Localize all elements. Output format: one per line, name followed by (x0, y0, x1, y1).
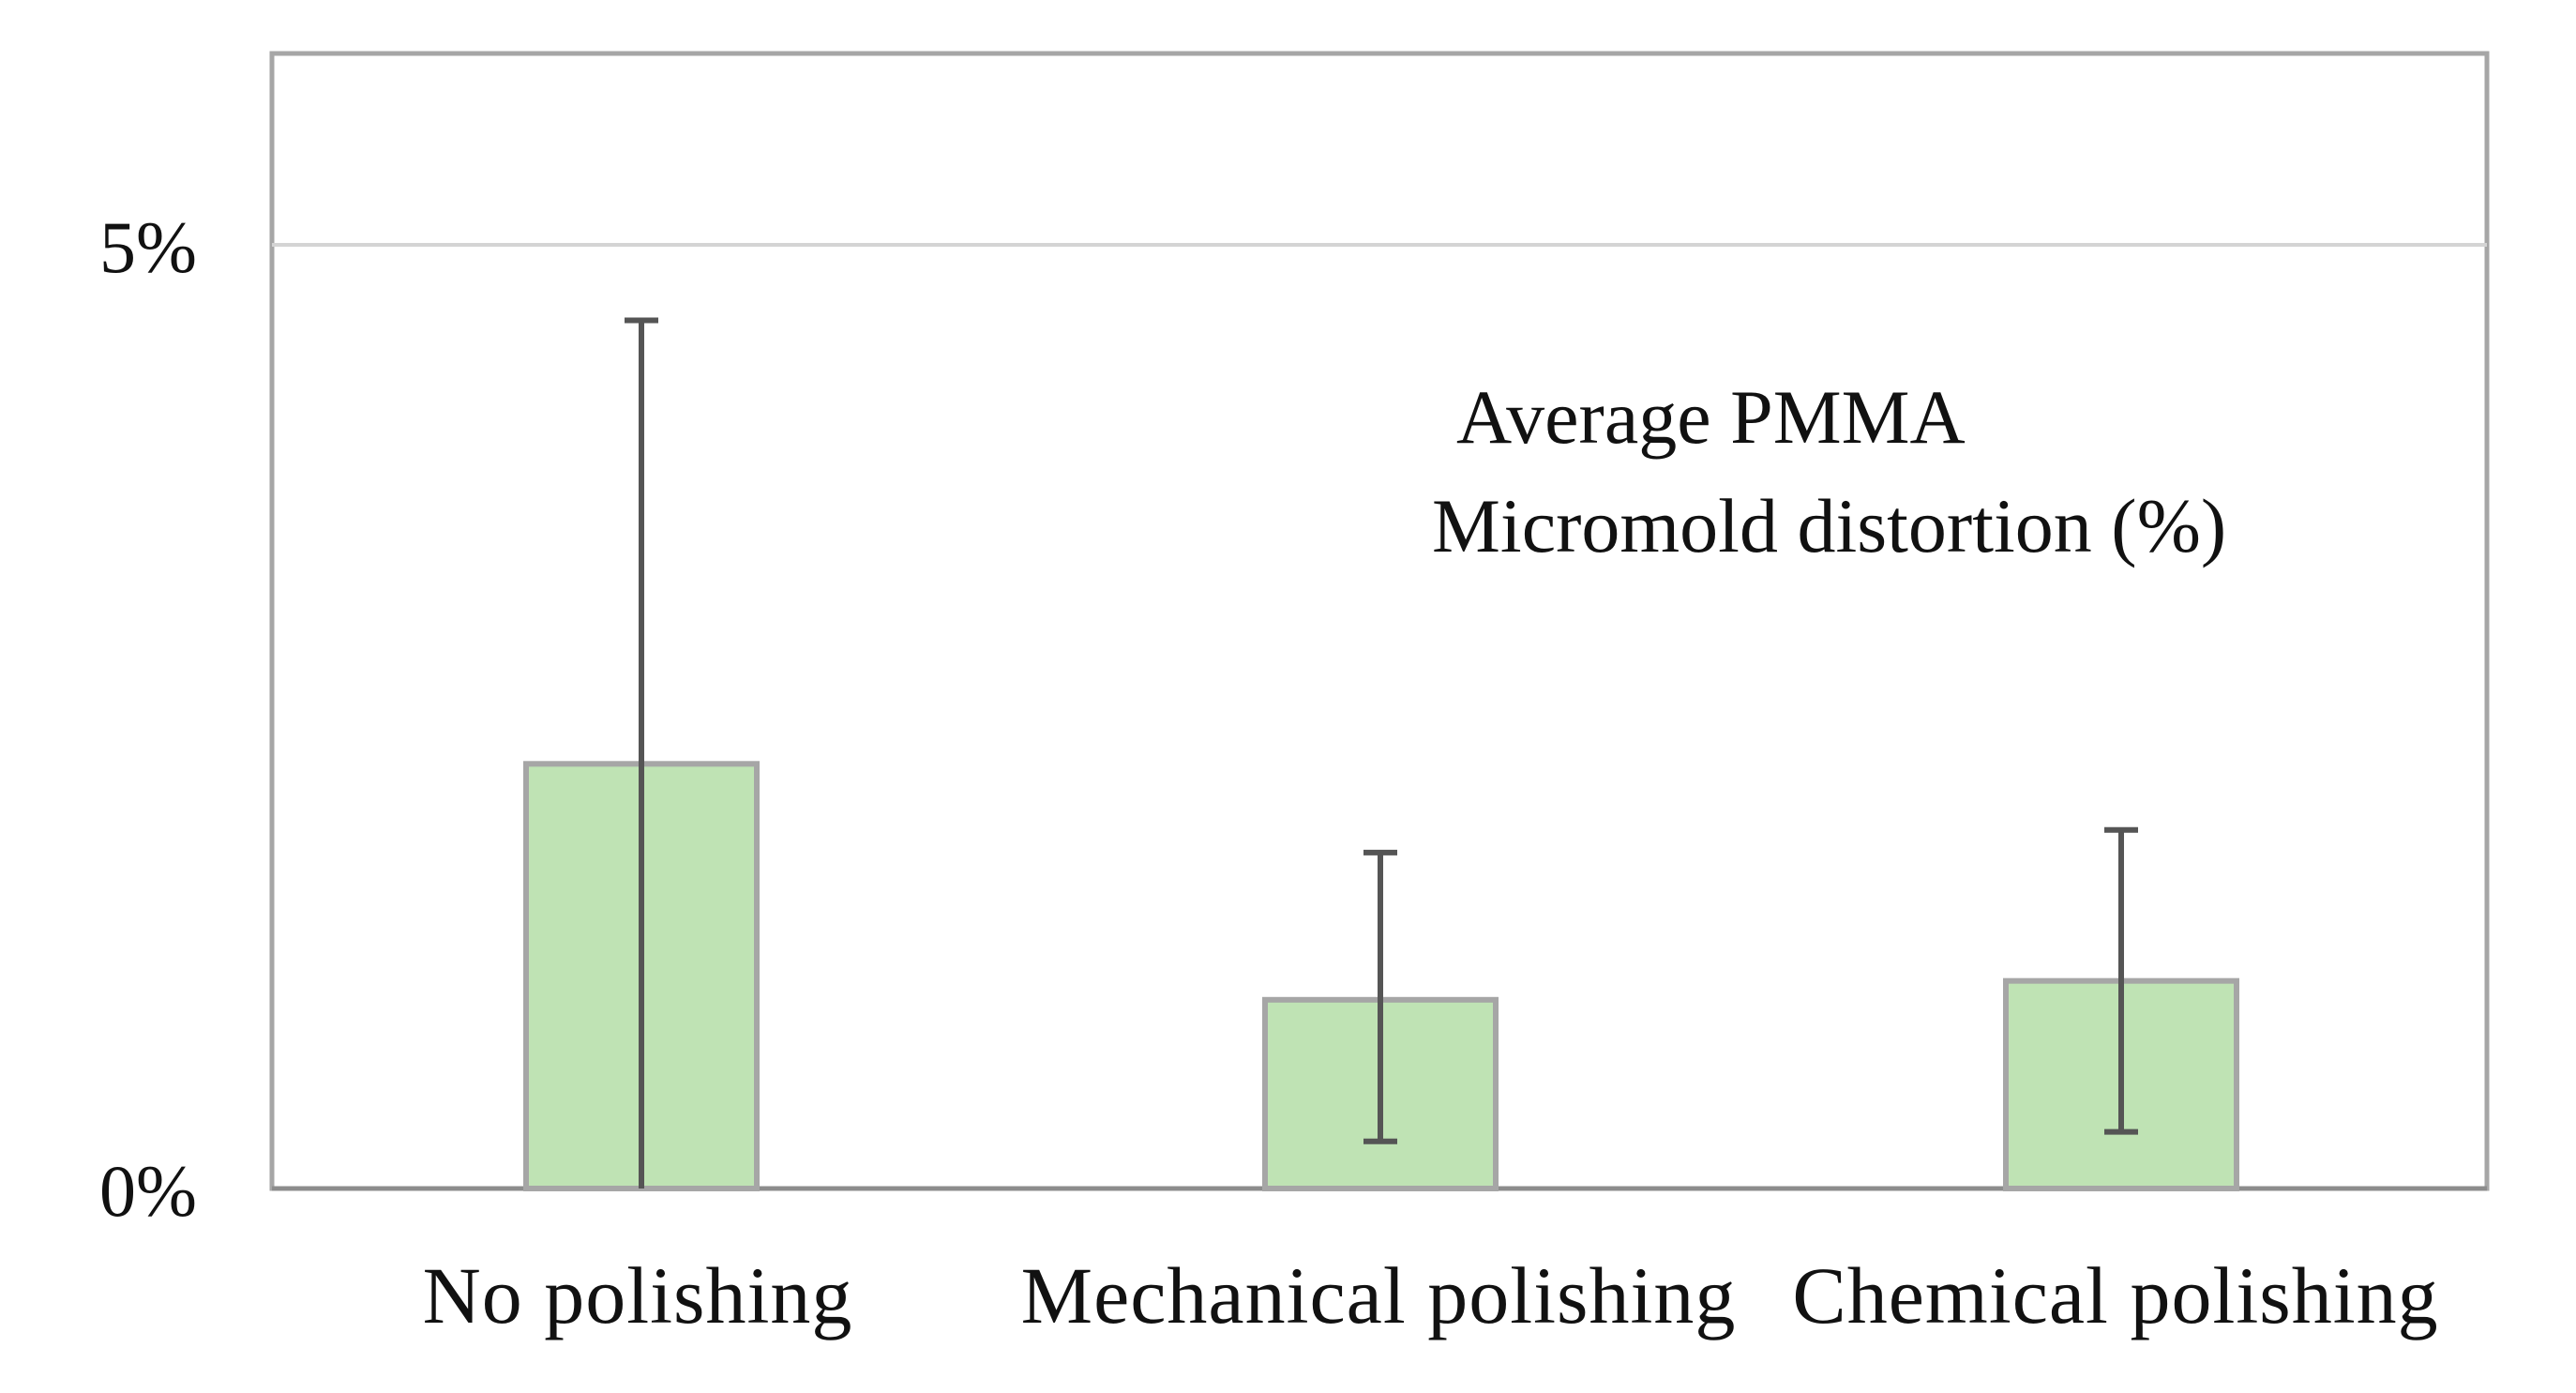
annotation-line-1: Average PMMA (1456, 374, 1966, 460)
x-tick-label-chemical-polishing: Chemical polishing (1792, 1250, 2438, 1340)
error-bar-no-polishing (625, 317, 658, 1189)
error-bar-mechanical-polishing (1363, 849, 1397, 1144)
annotation-line-2: Micromold distortion (%) (1432, 483, 2226, 568)
y-tick-label-0: 0% (99, 1150, 197, 1232)
error-bar-chemical-polishing (2104, 826, 2138, 1135)
x-tick-label-no-polishing: No polishing (423, 1250, 853, 1340)
x-tick-label-mechanical-polishing: Mechanical polishing (1021, 1250, 1737, 1340)
y-tick-label-5: 5% (99, 206, 197, 288)
